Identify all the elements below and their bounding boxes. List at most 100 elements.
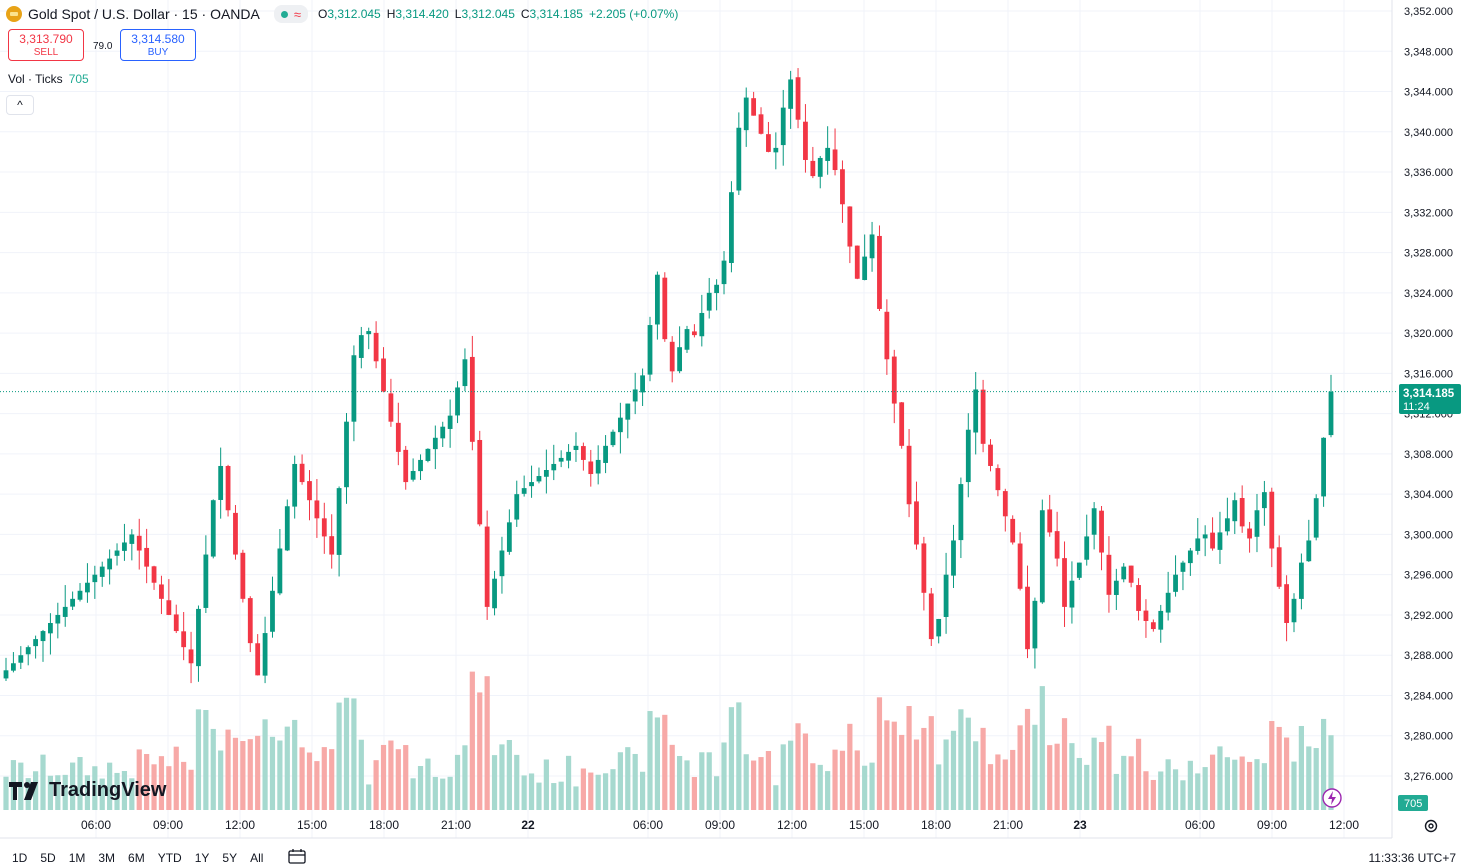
candle-body: [943, 574, 949, 617]
ohlc-key: C: [520, 7, 530, 21]
volume-bar: [1291, 761, 1297, 810]
range-button-6m[interactable]: 6M: [128, 851, 145, 865]
symbol-title[interactable]: Gold Spot / U.S. Dollar · 15 · OANDA: [28, 6, 260, 22]
candle-body: [1047, 509, 1053, 533]
volume-bar: [158, 756, 165, 810]
volume-bar: [181, 761, 187, 810]
settings-gear-icon[interactable]: [1423, 818, 1439, 834]
time-tick-label: 12:00: [777, 818, 807, 832]
volume-bar: [121, 771, 128, 810]
lightning-icon[interactable]: [1322, 788, 1342, 808]
volume-bar: [832, 749, 838, 810]
collapse-legend-button[interactable]: ^: [6, 95, 34, 115]
candle-body: [840, 169, 845, 205]
volume-bar: [506, 739, 512, 810]
status-pill[interactable]: ≈: [273, 5, 308, 23]
price-tick-label: 3,284.000: [1404, 690, 1453, 702]
clock-timezone[interactable]: 11:33:36 UTC+7: [1368, 851, 1457, 865]
calendar-goto-icon[interactable]: [288, 848, 306, 864]
volume-bar: [854, 750, 860, 810]
candle-body: [225, 466, 231, 511]
range-button-ytd[interactable]: YTD: [157, 851, 182, 865]
candle-body: [1180, 562, 1186, 572]
sell-button[interactable]: 3,313.790 SELL: [8, 29, 84, 61]
time-axis: 06:00 09:00 12:00 15:00 18:00 21:00 22 06:00 09:…: [81, 818, 1359, 832]
range-button-1m[interactable]: 1M: [68, 851, 86, 865]
candle-body: [270, 590, 275, 632]
candle-body: [3, 670, 9, 679]
volume-bar: [336, 702, 342, 810]
buy-button[interactable]: 3,314.580 BUY: [120, 29, 196, 61]
volume-bar: [869, 762, 875, 810]
candle-body: [558, 457, 564, 462]
volume-bar: [691, 777, 698, 810]
range-button-1y[interactable]: 1Y: [194, 851, 210, 865]
volume-bar: [218, 750, 224, 810]
volume-bar: [558, 781, 564, 810]
candle-body: [1224, 518, 1230, 532]
volume-bar: [321, 747, 327, 810]
candle-body: [951, 540, 956, 576]
volume-bar: [195, 709, 202, 810]
range-button-5y[interactable]: 5Y: [222, 851, 238, 865]
volume-bar: [314, 761, 320, 810]
volume-bar: [543, 759, 549, 810]
range-button-5d[interactable]: 5D: [40, 851, 56, 865]
volume-bar: [1128, 756, 1134, 810]
candle-body: [647, 325, 653, 375]
range-button-1d[interactable]: 1D: [12, 851, 28, 865]
candle-body: [692, 331, 697, 336]
ohlc-item: C3,314.185: [521, 7, 583, 21]
volume-bar: [40, 754, 46, 810]
range-button-3m[interactable]: 3M: [98, 851, 116, 865]
candle-body: [521, 488, 527, 494]
candle-body: [1195, 538, 1201, 551]
candle-body: [1010, 518, 1016, 543]
volume-bar: [114, 772, 120, 810]
volume-bar: [773, 785, 779, 810]
candle-body: [388, 393, 394, 422]
volume-bar: [1232, 759, 1238, 810]
candle-body: [159, 584, 164, 599]
candle-body: [492, 578, 497, 609]
candle-body: [795, 77, 801, 120]
range-button-all[interactable]: All: [250, 851, 264, 865]
tradingview-logo[interactable]: TradingView: [9, 779, 166, 802]
volume-bar: [92, 766, 98, 810]
candle-body: [499, 550, 505, 577]
volume-bar: [499, 744, 505, 810]
volume-bar: [1269, 721, 1275, 810]
candle-body: [573, 445, 579, 450]
gold-symbol-icon[interactable]: [6, 6, 22, 22]
volume-bar: [728, 707, 735, 810]
buy-label: BUY: [147, 47, 169, 58]
volume-bar: [47, 775, 54, 810]
time-tick-label: 06:00: [1185, 818, 1215, 832]
candle-body: [1017, 543, 1023, 589]
ohlc-value: 3,314.185: [529, 7, 583, 21]
volume-bar: [99, 778, 105, 810]
volume-bar: [632, 753, 638, 810]
volume-indicator-value: 705: [68, 72, 89, 86]
candle-body: [307, 481, 312, 501]
ohlc-item: O3,312.045: [318, 7, 381, 21]
volume-bar: [1002, 759, 1008, 810]
volume-bar: [647, 711, 653, 810]
candle-body: [588, 461, 594, 475]
volume-indicator-header[interactable]: Vol · Ticks 705: [8, 72, 89, 86]
volume-bar: [203, 709, 209, 810]
volume-bar: [144, 754, 150, 810]
volume-bar: [425, 758, 431, 810]
candle-body: [1091, 508, 1097, 535]
candle-body: [366, 331, 372, 335]
range-buttons: 1D 5D 1M 3M 6M YTD 1Y 5Y All: [12, 851, 263, 865]
volume-bar: [1158, 771, 1164, 810]
candle-body: [699, 312, 705, 337]
sell-label: SELL: [33, 47, 59, 58]
candle-body: [751, 98, 757, 116]
volume-bar: [617, 752, 623, 810]
candle-body: [92, 574, 98, 583]
volume-bar: [454, 754, 461, 810]
volume-bar: [595, 774, 601, 810]
